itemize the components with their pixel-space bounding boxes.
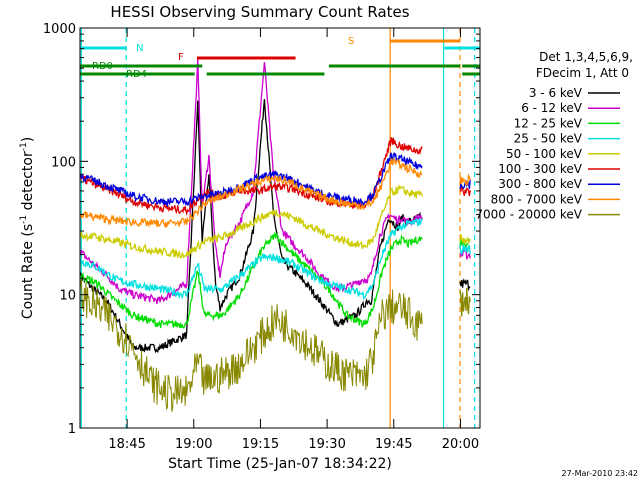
series-line-post-8 xyxy=(459,287,471,317)
timestamp: 27-Mar-2010 23:42 xyxy=(562,469,639,478)
series-line-4 xyxy=(80,184,423,259)
series-line-2 xyxy=(80,231,423,329)
chart-legend: Det 1,3,4,5,6,9, FDecim 1, Att 0 3 - 6 k… xyxy=(475,50,633,222)
legend-label-8: 7000 - 20000 keV xyxy=(475,208,582,222)
y-tick-label: 100 xyxy=(51,155,76,170)
y-tick-label: 1 xyxy=(68,422,76,437)
y-axis-label: Count Rate (s-1 detector-1) xyxy=(19,137,36,319)
flag-label-s: S xyxy=(348,36,354,47)
series-line-8 xyxy=(80,278,423,412)
flag-label-n: N xyxy=(136,43,143,54)
legend-label-3: 25 - 50 keV xyxy=(514,132,583,146)
x-tick-label: 19:00 xyxy=(175,437,212,452)
x-axis-label: Start Time (25-Jan-07 18:34:22) xyxy=(168,456,392,472)
y-tick-label: 10 xyxy=(59,289,76,304)
legend-label-4: 50 - 100 keV xyxy=(506,147,583,161)
series-line-0 xyxy=(80,99,423,354)
series-line-post-7 xyxy=(459,173,471,187)
x-tick-label: 19:30 xyxy=(308,437,345,452)
x-tick-label: 20:00 xyxy=(442,437,479,452)
legend-label-2: 12 - 25 keV xyxy=(514,116,583,130)
legend-label-7: 800 - 7000 keV xyxy=(491,192,583,206)
series-line-post-3 xyxy=(459,244,471,256)
series-line-3 xyxy=(80,217,423,301)
x-tick-label: 18:45 xyxy=(108,437,145,452)
legend-label-1: 6 - 12 keV xyxy=(521,101,583,115)
flag-label-rd0: RD0 xyxy=(92,61,113,72)
legend-label-6: 300 - 800 keV xyxy=(498,177,582,191)
series-line-post-0 xyxy=(459,277,471,292)
series-line-1 xyxy=(80,59,423,305)
y-tick-label: 1000 xyxy=(43,22,76,37)
legend-header-line-2: FDecim 1, Att 0 xyxy=(536,66,629,80)
chart-title: HESSI Observing Summary Count Rates xyxy=(110,3,409,21)
series-line-post-4 xyxy=(459,234,471,245)
series-line-5 xyxy=(80,137,423,217)
x-tick-label: 19:15 xyxy=(242,437,279,452)
legend-label-5: 100 - 300 keV xyxy=(498,162,582,176)
flag-label-f: F xyxy=(178,52,184,63)
x-tick-label: 19:45 xyxy=(375,437,412,452)
series-line-6 xyxy=(80,151,423,208)
legend-label-0: 3 - 6 keV xyxy=(529,86,583,100)
flag-label-rd4: RD4 xyxy=(126,69,147,80)
series-line-7 xyxy=(80,157,423,228)
legend-header-line-1: Det 1,3,4,5,6,9, xyxy=(539,50,633,64)
plot-frame xyxy=(79,27,481,429)
